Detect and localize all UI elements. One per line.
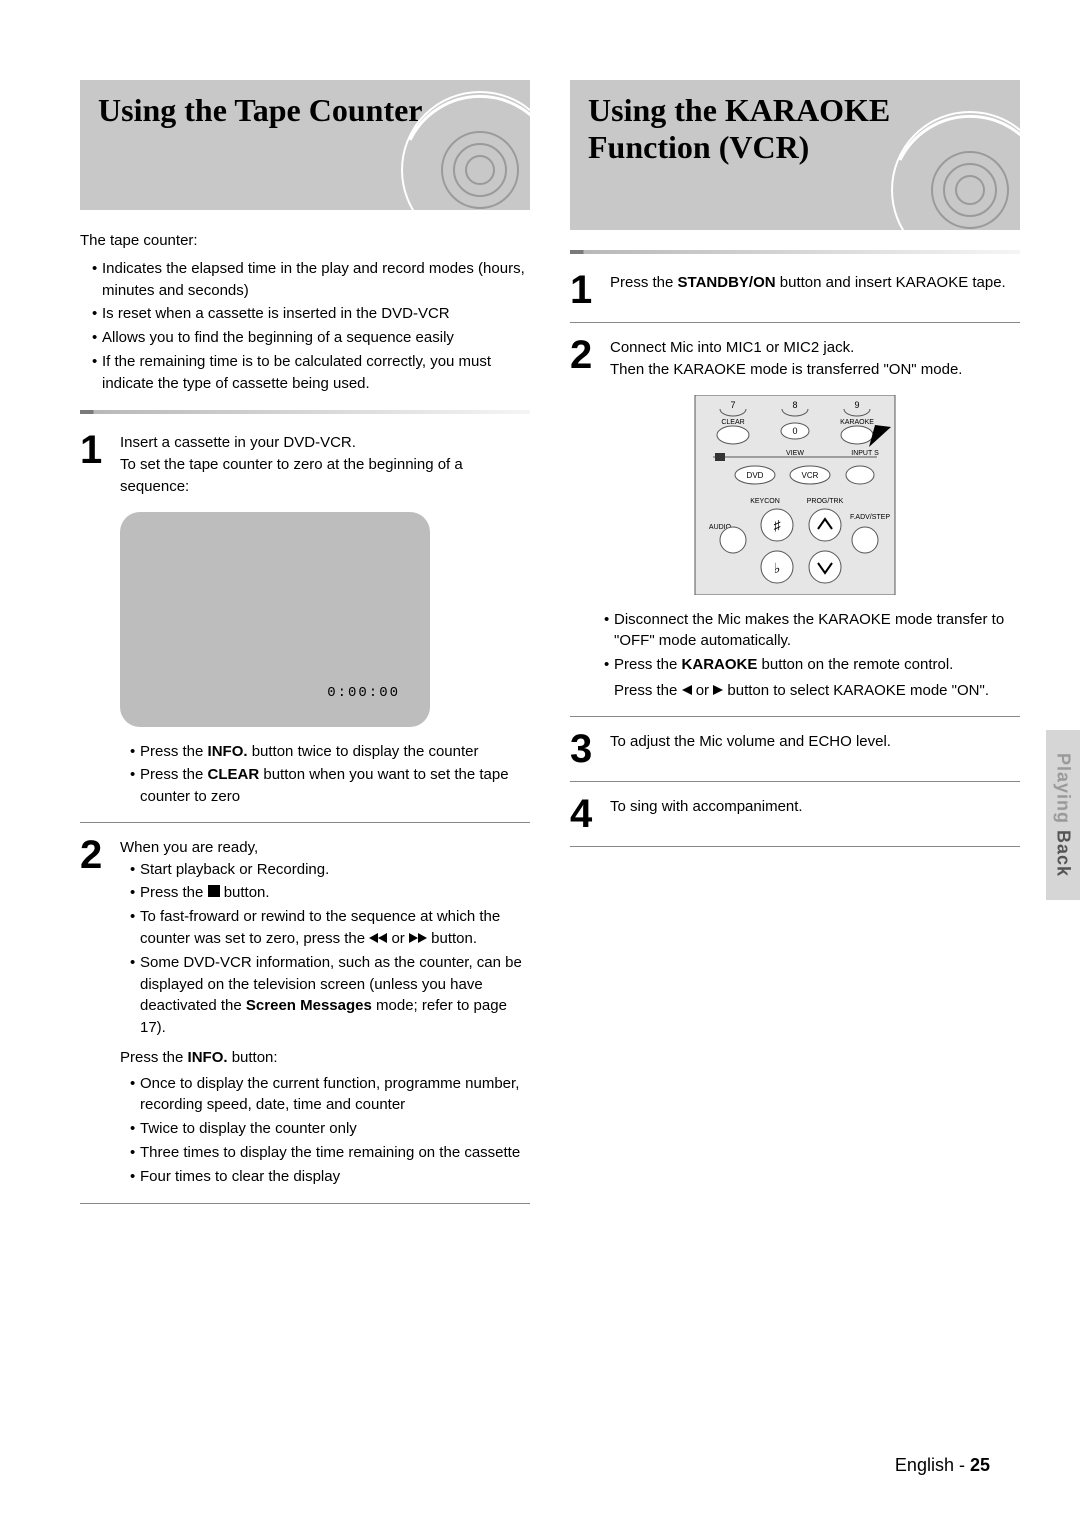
right-step-4: 4 To sing with accompaniment.	[570, 796, 1020, 832]
remote-label-view: VIEW	[786, 450, 804, 457]
step-number: 2	[80, 837, 108, 1190]
right-step-3: 3 To adjust the Mic volume and ECHO leve…	[570, 731, 1020, 767]
left-step-2: 2 When you are ready, Start playback or …	[80, 837, 530, 1190]
right-header-banner: Using the KARAOKE Function (VCR)	[570, 80, 1020, 230]
intro-bullets: Indicates the elapsed time in the play a…	[80, 258, 530, 395]
remote-btn-7: 7	[730, 400, 735, 410]
right-step-2: 2 Connect Mic into MIC1 or MIC2 jack. Th…	[570, 337, 1020, 381]
step2-b1: Start playback or Recording.	[130, 859, 530, 881]
remote-diagram: 7 8 9 CLEAR 0 KARAOKE	[665, 395, 925, 595]
step2-line2: Then the KARAOKE mode is transferred "ON…	[610, 359, 1020, 381]
remote-label-fadv: F.ADV/STEP	[850, 514, 890, 521]
rewind-icon	[369, 928, 387, 950]
intro-bullet: Indicates the elapsed time in the play a…	[92, 258, 530, 302]
step-number: 3	[570, 731, 598, 767]
step4-text: To sing with accompaniment.	[610, 796, 1020, 832]
remote-label-clear: CLEAR	[721, 419, 744, 426]
step1-sub-bullets: Press the INFO. button twice to display …	[120, 741, 530, 808]
step-number: 4	[570, 796, 598, 832]
info-bullet: Three times to display the time remainin…	[130, 1142, 530, 1164]
step2-bullets: Start playback or Recording. Press the b…	[120, 859, 530, 1039]
right-step-1: 1 Press the STANDBY/ON button and insert…	[570, 272, 1020, 308]
step2-sub3: Press the or button to select KARAOKE mo…	[614, 680, 1020, 702]
info-bullet: Once to display the current function, pr…	[130, 1073, 530, 1117]
right-title: Using the KARAOKE Function (VCR)	[570, 80, 1020, 166]
step1-sub2: Press the CLEAR button when you want to …	[130, 764, 530, 808]
step2-sub1: Disconnect the Mic makes the KARAOKE mod…	[604, 609, 1020, 653]
step2-b3: To fast-froward or rewind to the sequenc…	[130, 906, 530, 950]
remote-btn-dvd: DVD	[747, 471, 764, 480]
stop-icon	[208, 882, 220, 904]
intro-block: The tape counter: Indicates the elapsed …	[80, 230, 530, 394]
divider-rule	[570, 716, 1020, 717]
right-triangle-icon	[713, 680, 723, 702]
screen-time: 0:00:00	[327, 685, 400, 701]
right-column: Using the KARAOKE Function (VCR) 1 Press…	[570, 80, 1020, 1218]
footer-lang: English -	[895, 1455, 970, 1475]
step2-b2: Press the button.	[130, 882, 530, 904]
left-title: Using the Tape Counter	[80, 80, 530, 129]
gradient-rule	[80, 410, 530, 414]
divider-rule	[570, 781, 1020, 782]
step2-sub-bullets: Disconnect the Mic makes the KARAOKE mod…	[594, 609, 1020, 702]
step2-line1: Connect Mic into MIC1 or MIC2 jack.	[610, 337, 1020, 359]
page-footer: English - 25	[895, 1455, 990, 1476]
left-triangle-icon	[682, 680, 692, 702]
remote-btn-8: 8	[792, 400, 797, 410]
info-bullet: Twice to display the counter only	[130, 1118, 530, 1140]
intro-bullet: Is reset when a cassette is inserted in …	[92, 303, 530, 325]
remote-btn-flat: ♭	[774, 560, 781, 576]
step2-b4: Some DVD-VCR information, such as the co…	[130, 952, 530, 1039]
remote-btn-9: 9	[854, 400, 859, 410]
remote-label-karaoke: KARAOKE	[840, 419, 874, 426]
remote-btn-vcr: VCR	[802, 471, 819, 480]
info-bullet: Four times to clear the display	[130, 1166, 530, 1188]
step2-line1: When you are ready,	[120, 837, 530, 859]
left-column: Using the Tape Counter The tape counter:…	[80, 80, 530, 1218]
step-number: 2	[570, 337, 598, 381]
gradient-rule	[570, 250, 1020, 254]
intro-bullet: If the remaining time is to be calculate…	[92, 351, 530, 395]
divider-rule	[570, 846, 1020, 847]
step1-sub1: Press the INFO. button twice to display …	[130, 741, 530, 763]
step3-text: To adjust the Mic volume and ECHO level.	[610, 731, 1020, 767]
step1-line1: Insert a cassette in your DVD-VCR.	[120, 432, 530, 454]
footer-page-number: 25	[970, 1455, 990, 1475]
step2-info-bullets: Once to display the current function, pr…	[120, 1073, 530, 1188]
step1-line2: To set the tape counter to zero at the b…	[120, 454, 530, 498]
step-number: 1	[80, 432, 108, 497]
divider-rule	[570, 322, 1020, 323]
tv-screen-graphic: 0:00:00	[120, 512, 430, 727]
remote-btn-0: 0	[792, 426, 797, 436]
step-number: 1	[570, 272, 598, 308]
intro-bullet: Allows you to find the beginning of a se…	[92, 327, 530, 349]
remote-label-input: INPUT S	[851, 450, 879, 457]
intro-lead: The tape counter:	[80, 230, 530, 252]
remote-label-progtrk: PROG/TRK	[807, 498, 844, 505]
remote-btn-sharp: ♯	[774, 517, 782, 533]
step2-info-line: Press the INFO. button:	[120, 1047, 530, 1069]
left-step-1: 1 Insert a cassette in your DVD-VCR. To …	[80, 432, 530, 497]
step2-sub2: Press the KARAOKE button on the remote c…	[604, 654, 1020, 702]
left-header-banner: Using the Tape Counter	[80, 80, 530, 210]
divider-rule	[80, 822, 530, 823]
fast-forward-icon	[409, 928, 427, 950]
side-tab-text: Playing Back	[1053, 753, 1074, 877]
divider-rule	[80, 1203, 530, 1204]
remote-label-keycon: KEYCON	[750, 498, 780, 505]
side-tab: Playing Back	[1046, 730, 1080, 900]
